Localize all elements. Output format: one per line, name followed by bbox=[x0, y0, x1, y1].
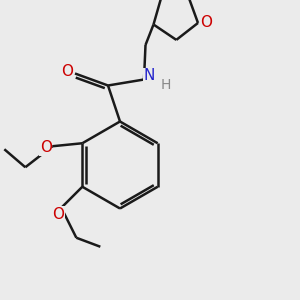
Text: O: O bbox=[200, 15, 212, 30]
Text: H: H bbox=[160, 78, 171, 92]
Text: O: O bbox=[61, 64, 74, 80]
Text: N: N bbox=[144, 68, 155, 83]
Text: O: O bbox=[52, 207, 64, 222]
Text: O: O bbox=[40, 140, 52, 155]
